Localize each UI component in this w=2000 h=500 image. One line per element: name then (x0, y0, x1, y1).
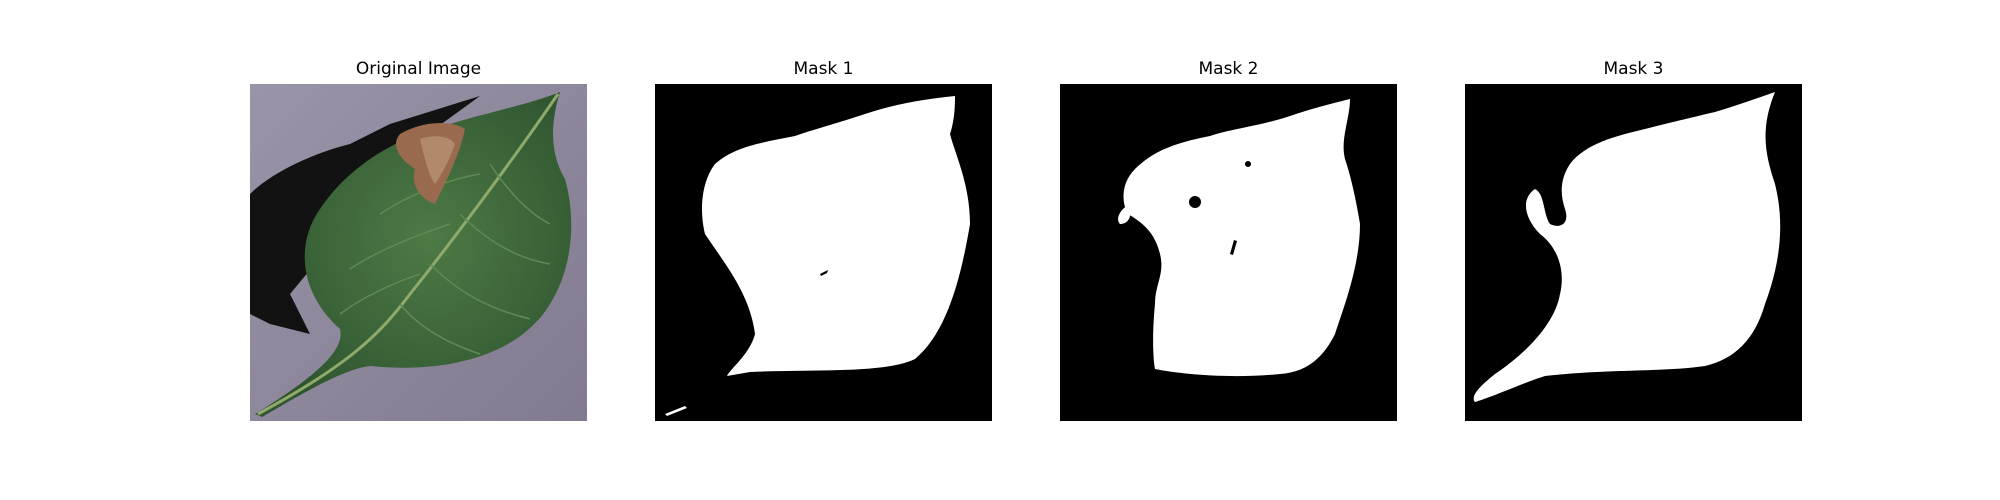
mask-1-shape (655, 84, 992, 421)
panel-title-mask-1: Mask 1 (793, 59, 854, 79)
panel-title-original-image: Original Image (355, 59, 482, 79)
mask-2-image (1060, 84, 1397, 421)
mask-3-shape (1465, 84, 1802, 421)
original-image-photo (250, 84, 587, 421)
mask-3-image (1465, 84, 1802, 421)
mask-2-shape (1060, 84, 1397, 421)
leaf-photo (250, 84, 587, 421)
panel-title-mask-3: Mask 3 (1603, 59, 1664, 79)
mask-1-image (655, 84, 992, 421)
panel-title-mask-2: Mask 2 (1198, 59, 1259, 79)
